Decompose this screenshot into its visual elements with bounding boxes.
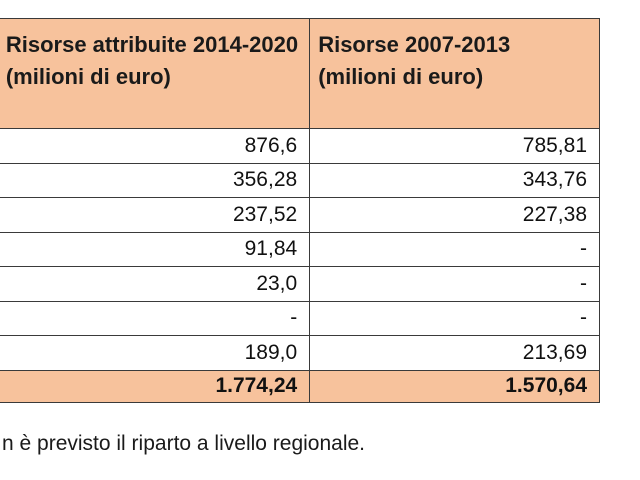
- value-2007-2013: 785,81: [309, 128, 600, 164]
- value-2007-2013: -: [309, 266, 600, 302]
- table-header-row: Risorse attribuite 2014-2020 (milioni di…: [0, 18, 600, 129]
- header-resources-2007-2013: Risorse 2007-2013 (milioni di euro): [309, 18, 600, 129]
- value-2014-2020: -: [0, 300, 311, 336]
- table-row: 91,84 -: [0, 231, 600, 267]
- total-row: 1.774,24 1.570,64: [0, 369, 600, 403]
- footnote-text: n è previsto il riparto a livello region…: [2, 432, 366, 455]
- value-2014-2020: 356,28: [0, 162, 311, 198]
- table-row: 237,52 227,38: [0, 197, 600, 233]
- value-2007-2013: -: [309, 300, 600, 336]
- table-row: 356,28 343,76: [0, 162, 600, 198]
- total-2007-2013: 1.570,64: [309, 369, 600, 403]
- value-2007-2013: -: [309, 231, 600, 267]
- resources-table: Risorse attribuite 2014-2020 (milioni di…: [0, 18, 600, 403]
- value-2007-2013: 343,76: [309, 162, 600, 198]
- value-2007-2013: 227,38: [309, 197, 600, 233]
- value-2007-2013: 213,69: [309, 335, 600, 371]
- value-2014-2020: 237,52: [0, 197, 311, 233]
- value-2014-2020: 876,6: [0, 128, 311, 164]
- value-2014-2020: 91,84: [0, 231, 311, 267]
- value-2014-2020: 189,0: [0, 335, 311, 371]
- value-2014-2020: 23,0: [0, 266, 311, 302]
- table-row: 876,6 785,81: [0, 128, 600, 164]
- table-row: 23,0 -: [0, 266, 600, 302]
- header-resources-2014-2020: Risorse attribuite 2014-2020 (milioni di…: [0, 18, 311, 129]
- total-2014-2020: 1.774,24: [0, 369, 311, 403]
- table-row: - -: [0, 300, 600, 336]
- table-row: 189,0 213,69: [0, 335, 600, 371]
